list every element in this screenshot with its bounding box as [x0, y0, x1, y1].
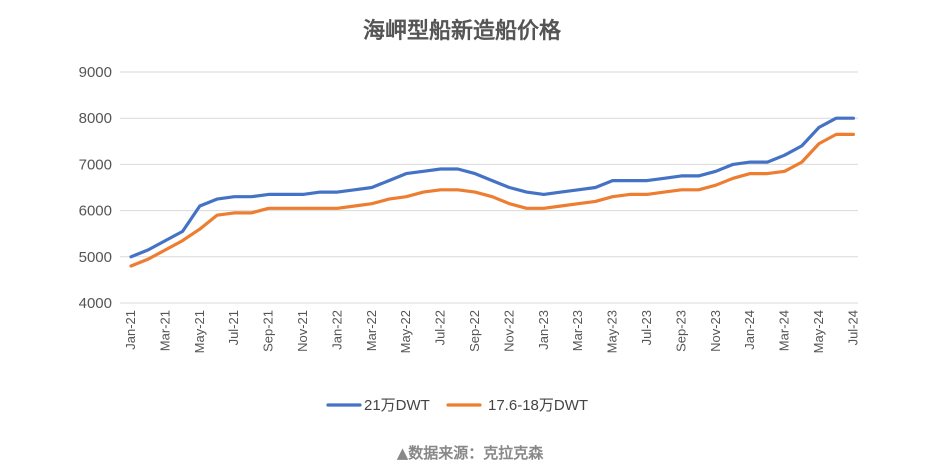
- legend: 21万DWT 17.6-18万DWT: [326, 397, 588, 414]
- x-tick-label: May-24: [811, 310, 826, 353]
- x-tick-label: Jan-22: [329, 310, 344, 350]
- series-line-0: [129, 116, 856, 259]
- grid: [120, 71, 858, 304]
- x-tick-label: Nov-21: [295, 310, 310, 352]
- x-tick-label: Mar-23: [570, 310, 585, 351]
- x-tick-label: Sep-22: [467, 310, 482, 352]
- y-tick-label: 9000: [79, 64, 112, 81]
- x-axis: Jan-21 Mar-21 May-21 Jul-21 Sep-21 Nov-21 Jan-…: [123, 310, 860, 353]
- x-tick-label: May-23: [605, 310, 620, 353]
- x-tick-label: Jul-22: [433, 310, 448, 345]
- x-tick-label: Jul-21: [226, 310, 241, 345]
- x-tick-label: Mar-24: [777, 310, 792, 351]
- plot-area: [129, 116, 856, 268]
- series-line-1: [129, 132, 856, 268]
- x-tick-label: Jul-23: [639, 310, 654, 345]
- y-tick-label: 8000: [79, 110, 112, 127]
- chart-title: 海岬型船新造船价格: [363, 18, 562, 44]
- legend-label-1: 17.6-18万DWT: [488, 397, 588, 414]
- y-tick-label: 4000: [79, 295, 112, 312]
- x-tick-label: May-21: [192, 310, 207, 353]
- x-tick-label: Mar-21: [157, 310, 172, 351]
- x-tick-label: Jan-24: [742, 310, 757, 350]
- x-tick-label: Sep-23: [673, 310, 688, 352]
- source-note: ▲数据来源：克拉克森: [397, 444, 545, 462]
- x-tick-label: Sep-21: [261, 310, 276, 352]
- x-tick-label: May-22: [398, 310, 413, 353]
- x-tick-label: Jan-21: [123, 310, 138, 350]
- y-tick-label: 6000: [79, 203, 112, 220]
- x-tick-label: Mar-22: [364, 310, 379, 351]
- x-tick-label: Jan-23: [536, 310, 551, 350]
- x-tick-label: Nov-23: [708, 310, 723, 352]
- legend-label-0: 21万DWT: [364, 397, 430, 414]
- x-tick-label: Nov-22: [501, 310, 516, 352]
- y-axis: 4000 5000 6000 7000 8000 9000: [79, 64, 112, 312]
- x-tick-label: Jul-24: [845, 310, 860, 345]
- y-tick-label: 5000: [79, 249, 112, 266]
- y-tick-label: 7000: [79, 156, 112, 173]
